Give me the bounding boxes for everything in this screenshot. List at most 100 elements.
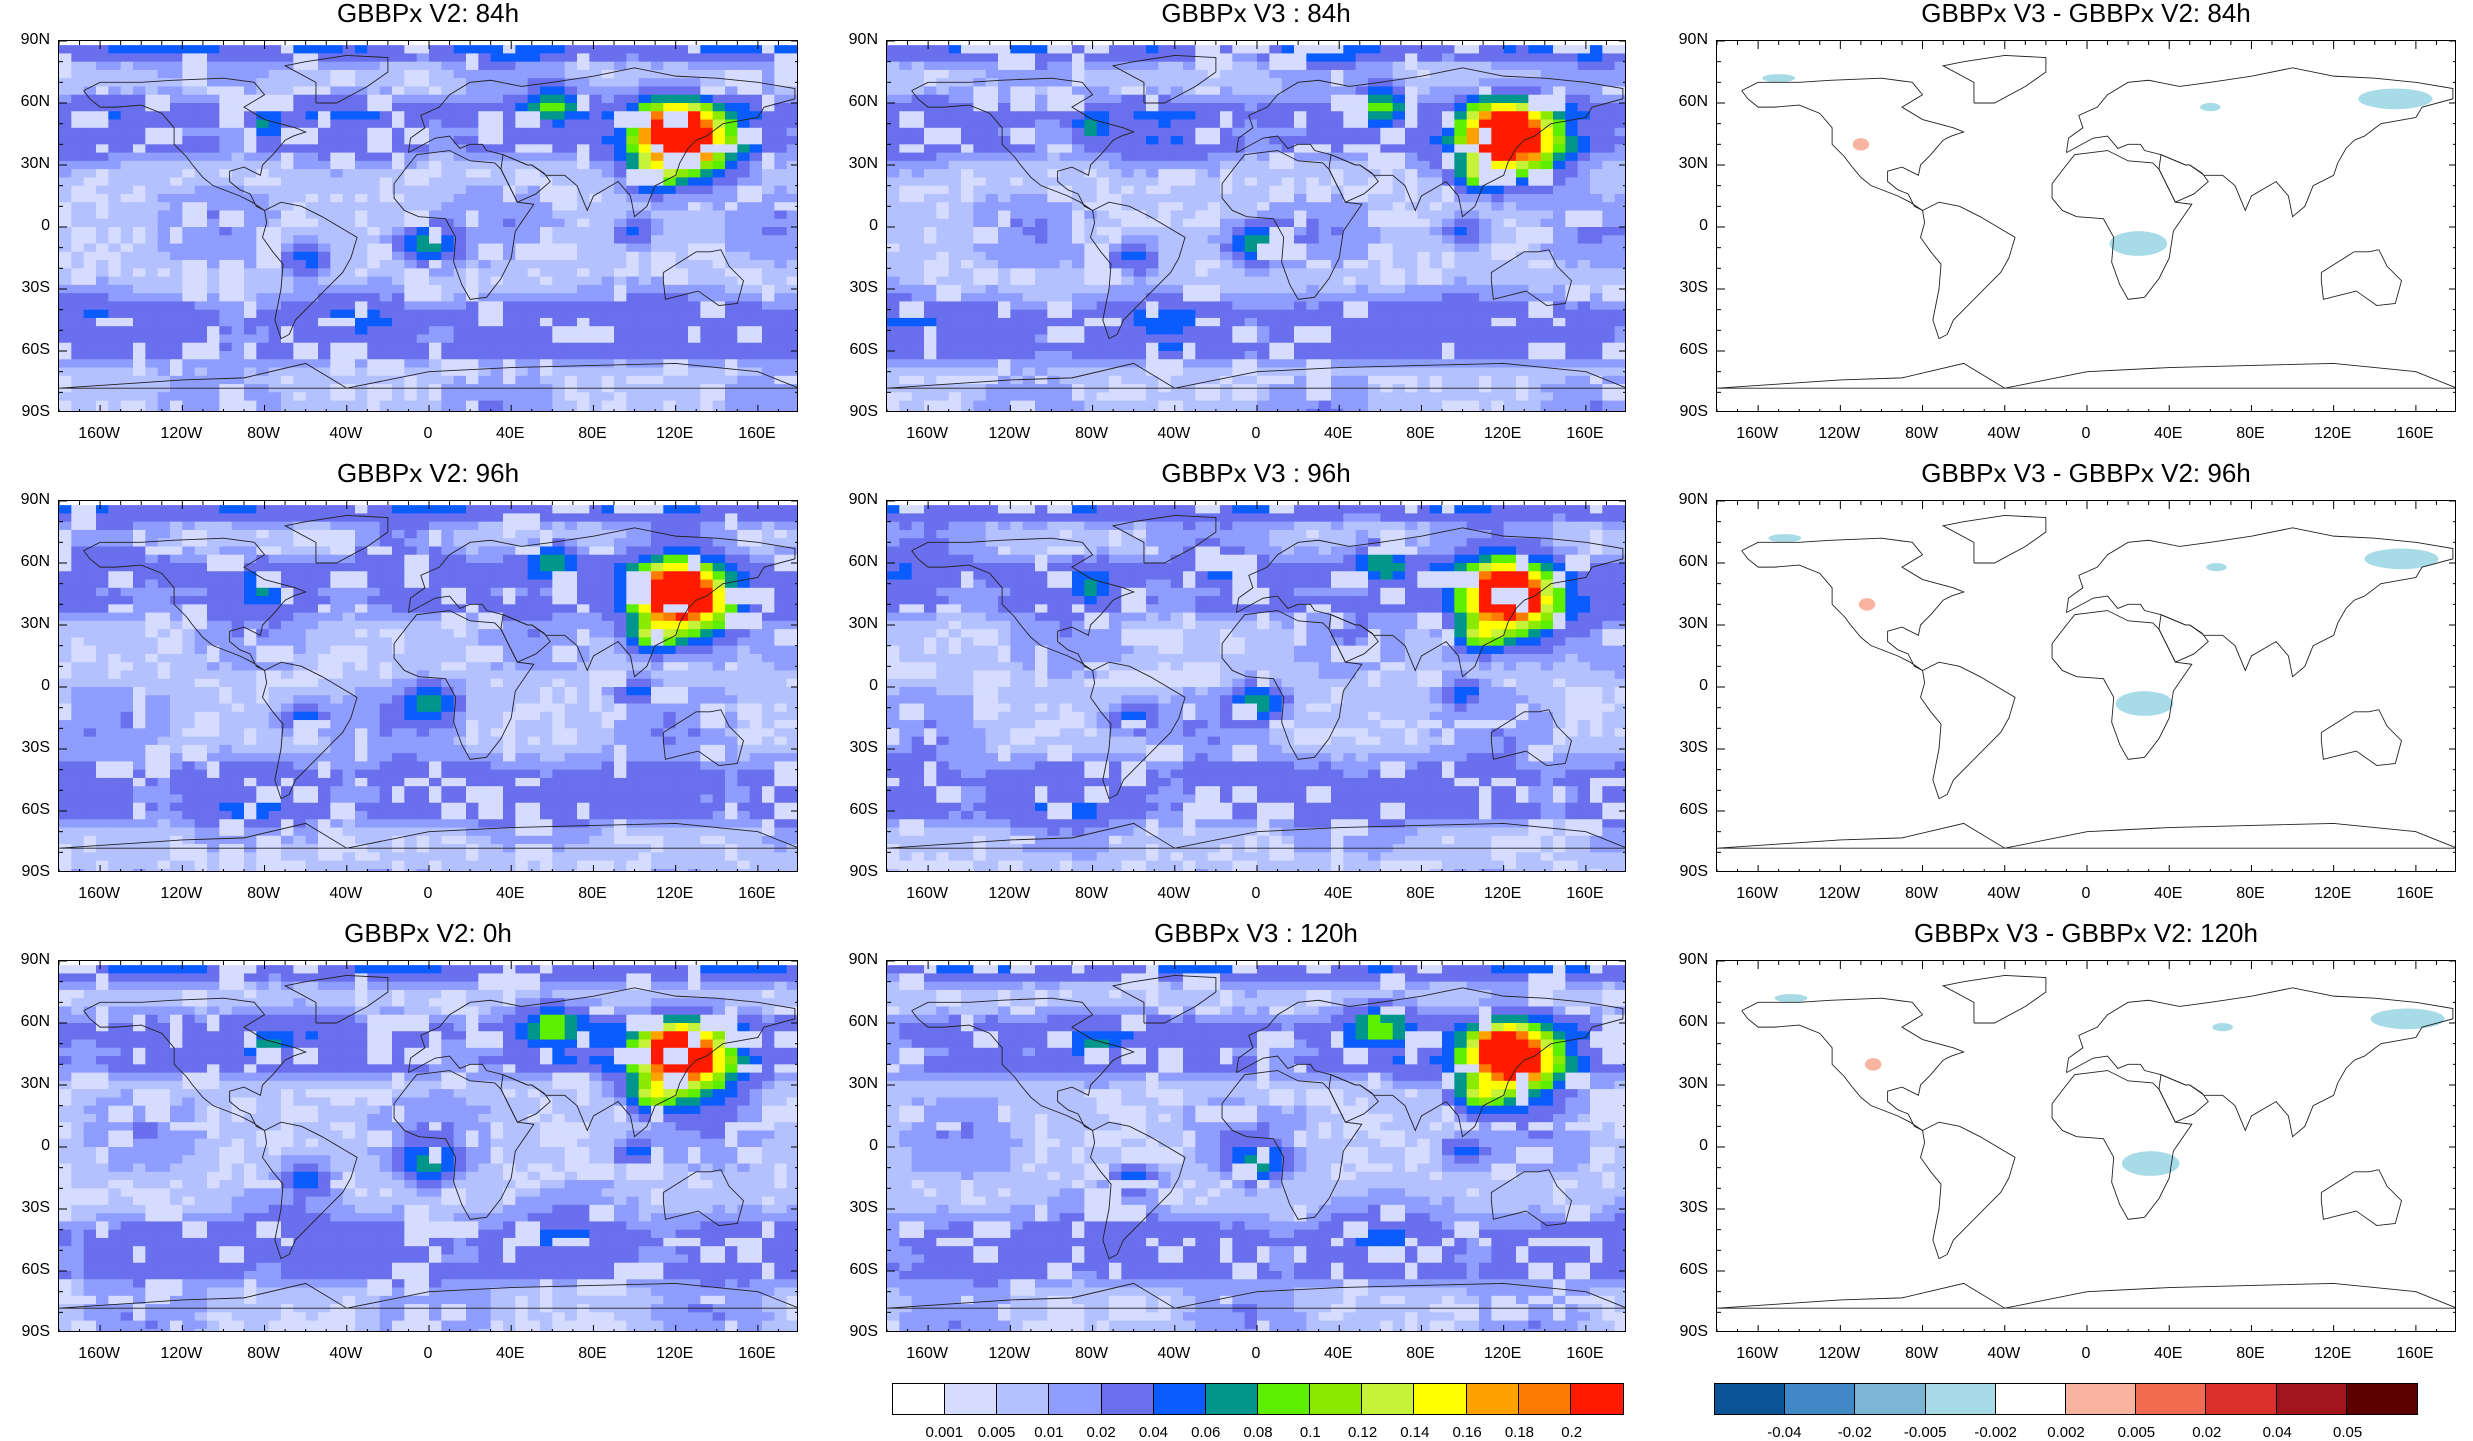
longitude-label: 80E bbox=[1390, 886, 1450, 902]
longitude-label: 40E bbox=[1308, 1346, 1368, 1362]
coastline bbox=[1717, 363, 2456, 388]
longitude-label: 80W bbox=[1892, 426, 1952, 442]
longitude-label: 120E bbox=[645, 1346, 705, 1362]
longitude-label: 40W bbox=[1144, 1346, 1204, 1362]
colorbar-swatch bbox=[2347, 1384, 2417, 1414]
map-frame bbox=[58, 960, 798, 1332]
longitude-label: 80E bbox=[562, 1346, 622, 1362]
latitude-label: 0 bbox=[830, 218, 878, 234]
latitude-label: 90S bbox=[2, 864, 50, 880]
colorbar-label: 0.16 bbox=[1453, 1425, 1482, 1440]
coastline bbox=[1943, 55, 2046, 103]
longitude-label: 0 bbox=[398, 1346, 458, 1362]
colorbar-swatch bbox=[1310, 1384, 1362, 1414]
colorbar-label: 0.005 bbox=[2118, 1425, 2156, 1440]
map-canvas bbox=[1717, 961, 2456, 1332]
longitude-label: 160E bbox=[2385, 426, 2445, 442]
coastline bbox=[2321, 250, 2401, 306]
latitude-label: 60S bbox=[1660, 1262, 1708, 1278]
latitude-label: 90N bbox=[2, 32, 50, 48]
longitude-label: 0 bbox=[2056, 886, 2116, 902]
latitude-label: 60S bbox=[1660, 342, 1708, 358]
latitude-label: 90N bbox=[1660, 492, 1708, 508]
longitude-label: 0 bbox=[1226, 1346, 1286, 1362]
longitude-label: 160W bbox=[69, 886, 129, 902]
longitude-label: 120E bbox=[2303, 426, 2363, 442]
longitude-label: 0 bbox=[1226, 886, 1286, 902]
colorbar-label: 0.04 bbox=[2263, 1425, 2292, 1440]
longitude-label: 160W bbox=[897, 1346, 957, 1362]
panel-title: GBBPx V3 : 96h bbox=[1161, 460, 1350, 486]
latitude-label: 90S bbox=[830, 404, 878, 420]
longitude-label: 160W bbox=[69, 426, 129, 442]
longitude-label: 120E bbox=[1473, 1346, 1533, 1362]
colorbar-swatch bbox=[945, 1384, 997, 1414]
map-canvas bbox=[887, 41, 1626, 412]
colorbar-swatch bbox=[1102, 1384, 1154, 1414]
latitude-label: 0 bbox=[1660, 1138, 1708, 1154]
longitude-label: 160E bbox=[1555, 426, 1615, 442]
coastline bbox=[1742, 998, 1964, 1130]
panel-title: GBBPx V3 : 84h bbox=[1161, 0, 1350, 26]
longitude-label: 80W bbox=[1062, 886, 1122, 902]
colorbar-swatch bbox=[1855, 1384, 1925, 1414]
longitude-label: 80W bbox=[234, 1346, 294, 1362]
difference-patch bbox=[1865, 1058, 1881, 1070]
latitude-label: 60N bbox=[2, 554, 50, 570]
latitude-label: 30S bbox=[1660, 1200, 1708, 1216]
latitude-label: 0 bbox=[2, 1138, 50, 1154]
latitude-label: 30N bbox=[830, 616, 878, 632]
colorbar-label: -0.005 bbox=[1904, 1425, 1947, 1440]
colorbar-swatch bbox=[1926, 1384, 1996, 1414]
latitude-label: 90N bbox=[830, 32, 878, 48]
latitude-label: 30N bbox=[830, 1076, 878, 1092]
longitude-label: 80E bbox=[2220, 1346, 2280, 1362]
latitude-label: 0 bbox=[830, 678, 878, 694]
coastline bbox=[1921, 1122, 2016, 1258]
panel-title: GBBPx V3 : 120h bbox=[1154, 920, 1358, 946]
latitude-label: 30N bbox=[830, 156, 878, 172]
latitude-label: 0 bbox=[1660, 218, 1708, 234]
longitude-label: 40W bbox=[1974, 426, 2034, 442]
colorbar-swatch bbox=[1715, 1384, 1785, 1414]
latitude-label: 60N bbox=[830, 94, 878, 110]
longitude-label: 160W bbox=[1727, 886, 1787, 902]
latitude-label: 60S bbox=[2, 342, 50, 358]
longitude-label: 160E bbox=[727, 886, 787, 902]
coastline bbox=[2159, 1075, 2208, 1123]
latitude-label: 30S bbox=[2, 280, 50, 296]
latitude-label: 60N bbox=[1660, 1014, 1708, 1030]
longitude-label: 120E bbox=[2303, 1346, 2363, 1362]
latitude-label: 60N bbox=[1660, 554, 1708, 570]
map-frame bbox=[886, 960, 1626, 1332]
colorbar-swatch bbox=[1049, 1384, 1101, 1414]
map-canvas bbox=[59, 41, 798, 412]
colorbar-label: 0.06 bbox=[1191, 1425, 1220, 1440]
longitude-label: 40E bbox=[480, 886, 540, 902]
panel-title: GBBPx V2: 96h bbox=[337, 460, 519, 486]
longitude-label: 80W bbox=[234, 886, 294, 902]
difference-patch bbox=[1853, 138, 1869, 150]
longitude-label: 40W bbox=[316, 1346, 376, 1362]
latitude-label: 90S bbox=[830, 1324, 878, 1340]
longitude-label: 80W bbox=[1892, 1346, 1952, 1362]
longitude-label: 120E bbox=[1473, 426, 1533, 442]
coastline bbox=[1742, 78, 1964, 210]
coastline bbox=[1717, 1283, 2456, 1308]
latitude-label: 30S bbox=[1660, 740, 1708, 756]
coastline bbox=[2052, 151, 2192, 300]
map-canvas bbox=[887, 961, 1626, 1332]
latitude-label: 60S bbox=[830, 802, 878, 818]
panel-title: GBBPx V3 - GBBPx V2: 120h bbox=[1914, 920, 2258, 946]
colorbar-label: -0.04 bbox=[1767, 1425, 1801, 1440]
longitude-label: 120E bbox=[1473, 886, 1533, 902]
map-canvas bbox=[59, 961, 798, 1332]
colorbar-label: 0.002 bbox=[2047, 1425, 2085, 1440]
latitude-label: 60N bbox=[830, 1014, 878, 1030]
latitude-label: 60N bbox=[1660, 94, 1708, 110]
